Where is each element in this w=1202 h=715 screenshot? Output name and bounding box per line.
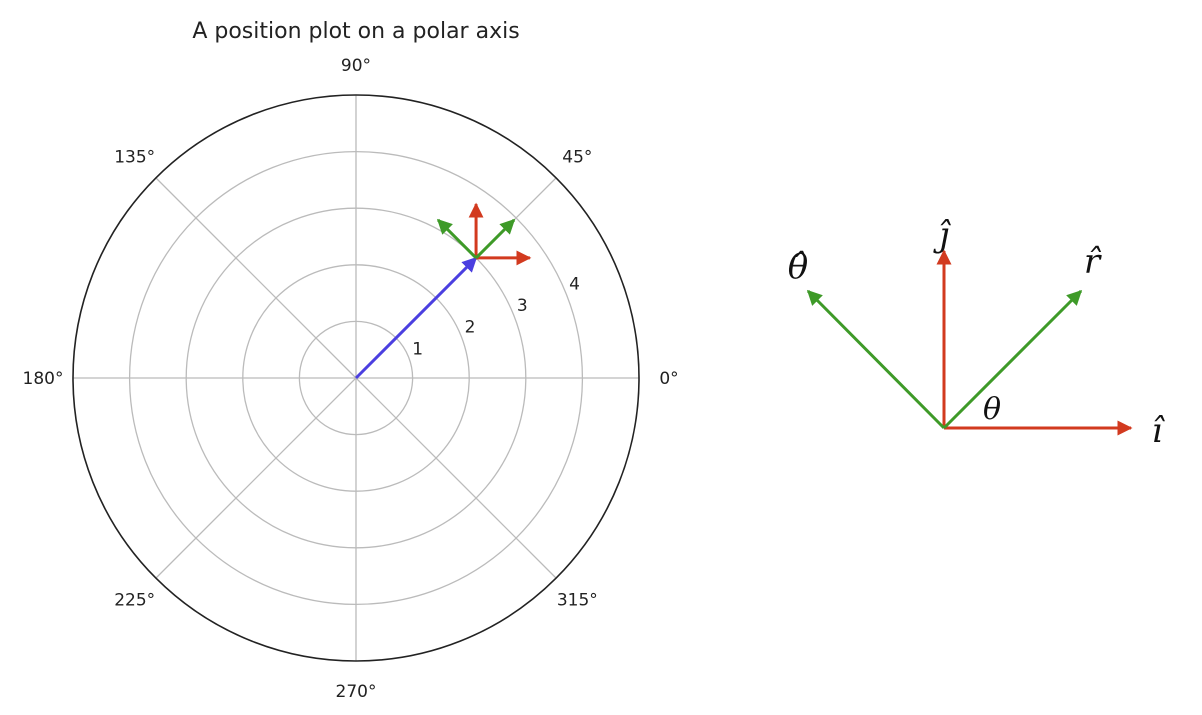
r-tick-label: 2 (465, 318, 476, 338)
grid-spoke-225 (155, 377, 357, 579)
theta-hat-arrow (806, 289, 946, 430)
chart-title: A position plot on a polar axis (192, 19, 519, 44)
polar-chart: A position plot on a polar axis 0° 45° 90°… (23, 19, 679, 702)
theta-tick-label: 180° (23, 369, 64, 389)
theta-tick-label: 0° (659, 369, 678, 389)
j-hat-label: ĵ (933, 215, 952, 255)
theta-tick-label: 45° (562, 148, 592, 168)
polar-vectors (354, 202, 532, 380)
i-hat-label: î (1152, 411, 1166, 451)
polar-spokes (73, 95, 639, 661)
theta-tick-label: 315° (557, 590, 598, 610)
grid-spoke-135 (155, 177, 357, 379)
r-tick-label: 1 (412, 339, 423, 359)
theta-tick-labels: 0° 45° 90° 135° 180° 225° 270° 315° (23, 56, 679, 702)
theta-tick-label: 135° (114, 148, 155, 168)
r-tick-label: 3 (517, 296, 528, 316)
r-hat-label: r̂ (1084, 242, 1102, 282)
angle-theta-label: θ (983, 392, 1001, 427)
theta-tick-label: 90° (341, 56, 371, 76)
theta-tick-label: 225° (114, 590, 155, 610)
theta-hat-label: θ̂ (788, 247, 808, 287)
polar-frame (72, 94, 640, 662)
r-hat-arrow (942, 289, 1083, 430)
r-hat-arrow-at-point (475, 218, 516, 259)
grid-spoke-315 (355, 377, 557, 579)
unit-vector-diagram: î ĵ r̂ θ̂ θ (788, 215, 1166, 451)
theta-hat-arrow-at-point (436, 218, 478, 259)
r-tick-labels: 1 2 3 4 (412, 274, 580, 359)
theta-tick-label: 270° (336, 682, 377, 702)
r-tick-label: 4 (569, 274, 580, 294)
position-vector (354, 256, 478, 380)
